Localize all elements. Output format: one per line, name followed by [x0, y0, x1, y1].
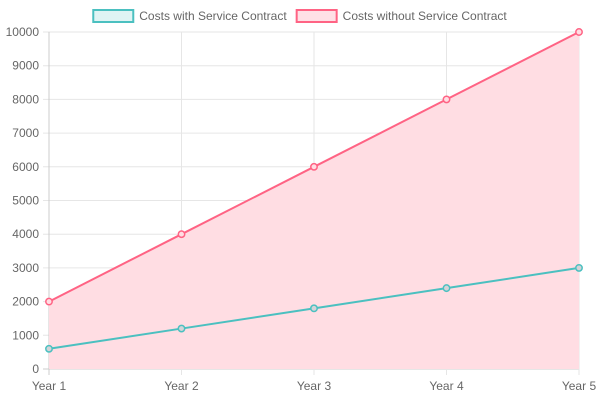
y-tick-label: 5000 — [12, 194, 39, 208]
x-tick-label: Year 4 — [429, 379, 464, 393]
data-point — [442, 284, 451, 293]
legend-label-2: Costs without Service Contract — [343, 9, 508, 23]
data-point — [310, 304, 318, 313]
data-point — [310, 162, 318, 171]
x-tick-label: Year 1 — [32, 379, 67, 393]
data-point — [45, 297, 53, 306]
data-point — [575, 28, 583, 36]
data-point — [442, 95, 451, 104]
y-tick-label: 6000 — [12, 160, 39, 174]
y-tick-label: 2000 — [12, 295, 39, 309]
data-point — [575, 263, 583, 272]
legend-swatch-2 — [295, 9, 338, 23]
y-tick-label: 9000 — [12, 59, 39, 73]
y-tick-label: 1000 — [12, 328, 39, 342]
y-tick-label: 8000 — [12, 92, 39, 106]
y-tick-label: 3000 — [12, 261, 39, 275]
y-tick-label: 10000 — [6, 25, 40, 39]
y-tick-label: 7000 — [12, 126, 39, 140]
data-point — [177, 230, 186, 239]
legend-label-1: Costs with Service Contract — [139, 9, 287, 23]
x-tick-label: Year 3 — [297, 379, 332, 393]
tick-labels: 0 1000 2000 3000 4000 5000 6000 7000 8000 9000 100… — [6, 25, 597, 393]
y-tick-label: 4000 — [12, 227, 39, 241]
legend-swatch-1 — [92, 9, 135, 23]
data-point — [177, 324, 186, 333]
data-point — [45, 344, 53, 353]
series-points — [45, 28, 583, 353]
x-tick-label: Year 2 — [164, 379, 199, 393]
x-tick-label: Year 5 — [562, 379, 597, 393]
y-tick-label: 0 — [32, 362, 39, 376]
legend: Costs with Service Contract Costs without… — [92, 9, 508, 23]
